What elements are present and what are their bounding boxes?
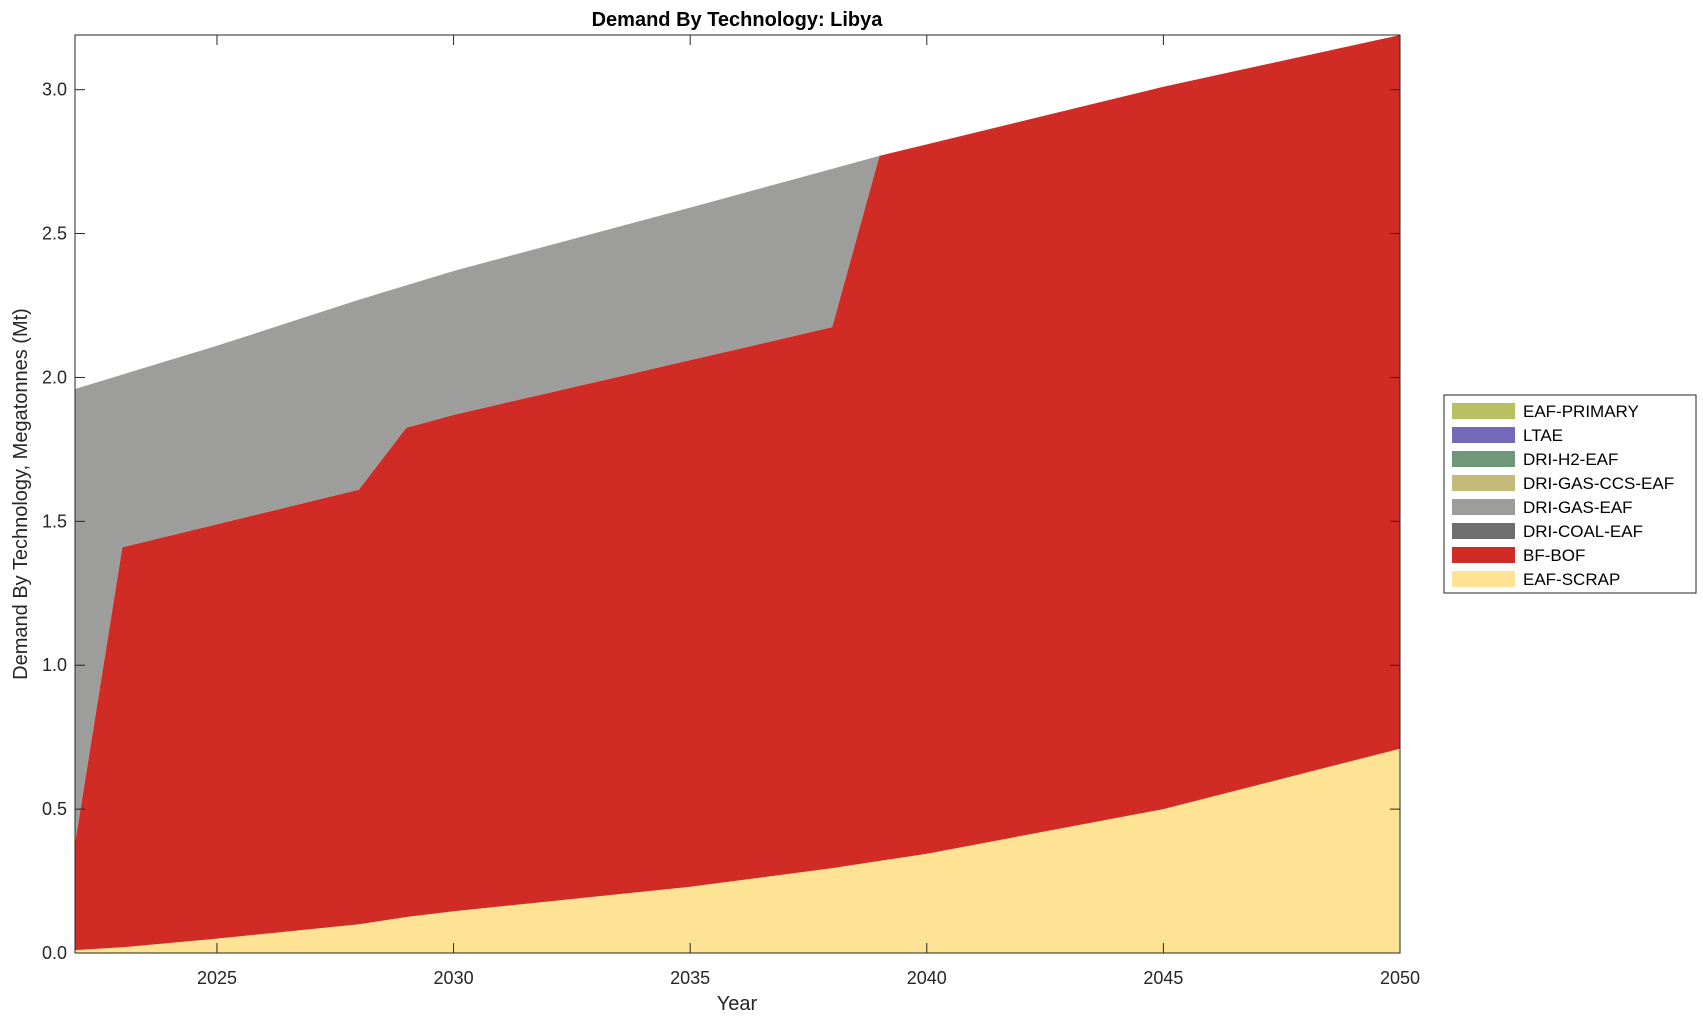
legend-label-eaf-primary: EAF-PRIMARY bbox=[1523, 402, 1639, 421]
legend-label-dri-gas-ccs-eaf: DRI-GAS-CCS-EAF bbox=[1523, 474, 1674, 493]
y-tick-label: 2.5 bbox=[42, 224, 67, 244]
x-tick-label: 2025 bbox=[197, 968, 237, 988]
legend-swatch-ltae bbox=[1452, 427, 1515, 443]
area-dri-gas-eaf bbox=[75, 35, 1400, 844]
legend-label-eaf-scrap: EAF-SCRAP bbox=[1523, 570, 1620, 589]
x-tick-label: 2030 bbox=[434, 968, 474, 988]
legend-label-dri-coal-eaf: DRI-COAL-EAF bbox=[1523, 522, 1643, 541]
plot-frame bbox=[74, 34, 1401, 954]
chart-title: Demand By Technology: Libya bbox=[592, 9, 884, 31]
legend-label-dri-gas-eaf: DRI-GAS-EAF bbox=[1523, 498, 1633, 517]
legend-swatch-eaf-scrap bbox=[1452, 571, 1515, 587]
y-tick-label: 1.5 bbox=[42, 511, 67, 531]
legend: EAF-PRIMARY LTAE DRI-H2-EAF DRI-GAS-CCS-EAF… bbox=[1443, 394, 1697, 594]
legend-label-bf-bof: BF-BOF bbox=[1523, 546, 1585, 565]
legend-swatch-bf-bof bbox=[1452, 547, 1515, 563]
legend-swatch-dri-h2-eaf bbox=[1452, 451, 1515, 467]
y-tick-label: 2.0 bbox=[42, 367, 67, 387]
legend-swatch-dri-gas-eaf bbox=[1452, 499, 1515, 515]
x-tick-label: 2035 bbox=[670, 968, 710, 988]
tick-layer: 2025 2030 2035 2040 2045 2050 0.0 0.5 1.0 1.5 2.0 2… bbox=[42, 35, 1420, 988]
x-axis-label: Year bbox=[717, 993, 758, 1015]
area-layer bbox=[75, 35, 1400, 953]
legend-label-ltae: LTAE bbox=[1523, 426, 1563, 445]
y-axis-label: Demand By Technology, Megatonnes (Mt) bbox=[10, 308, 32, 680]
x-tick-label: 2045 bbox=[1143, 968, 1183, 988]
x-tick-label: 2050 bbox=[1380, 968, 1420, 988]
y-tick-label: 1.0 bbox=[42, 655, 67, 675]
legend-label-dri-h2-eaf: DRI-H2-EAF bbox=[1523, 450, 1618, 469]
area-bf-bof bbox=[75, 35, 1400, 951]
x-tick-label: 2040 bbox=[907, 968, 947, 988]
y-tick-label: 0.0 bbox=[42, 943, 67, 963]
legend-swatch-dri-gas-ccs-eaf bbox=[1452, 475, 1515, 491]
legend-swatch-eaf-primary bbox=[1452, 403, 1515, 419]
legend-swatch-dri-coal-eaf bbox=[1452, 523, 1515, 539]
y-tick-label: 0.5 bbox=[42, 799, 67, 819]
y-tick-label: 3.0 bbox=[42, 80, 67, 100]
area-eaf-scrap bbox=[75, 748, 1400, 953]
